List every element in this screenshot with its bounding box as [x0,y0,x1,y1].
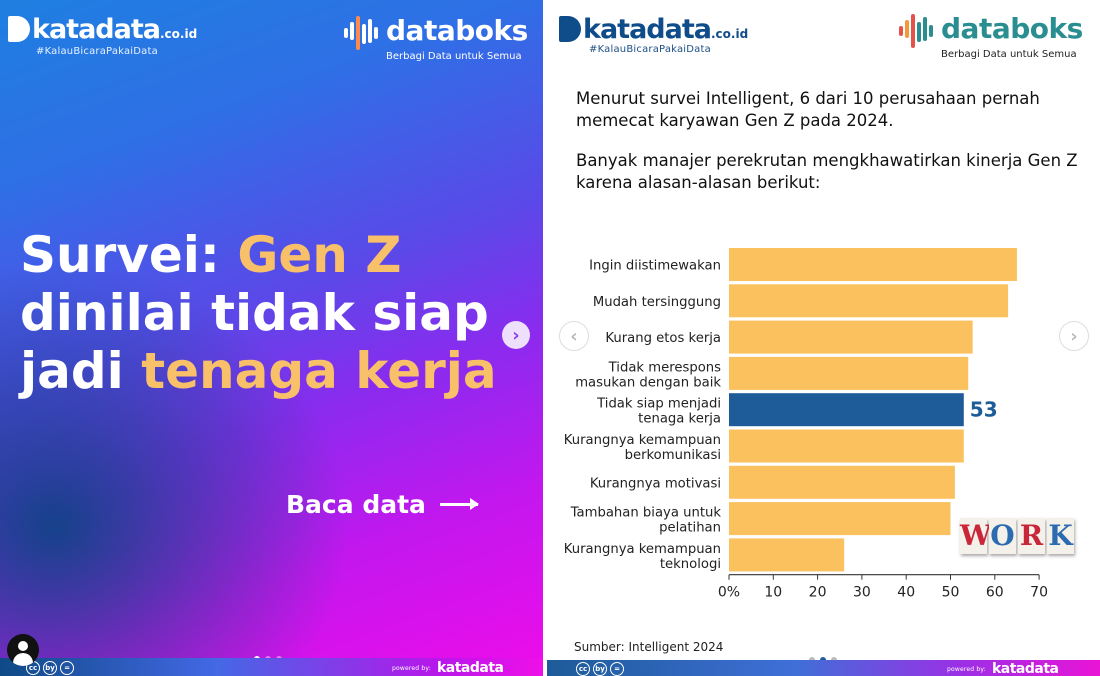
prev-slide-button[interactable]: ‹ [559,321,589,351]
work-letter: O [989,518,1016,554]
databoks-tagline: Berbagi Data untuk Semua [386,51,522,62]
license-icons: cc by = [26,661,74,675]
intro-paragraph: Banyak manajer perekrutan mengkhawatirka… [576,151,1078,192]
slide-gap [543,0,547,676]
katadata-d-icon [8,16,30,42]
work-letter: W [960,518,992,554]
bar [729,356,969,390]
work-letter: K [1047,518,1074,554]
katadata-logo-text: katadata [583,14,712,45]
databoks-logo-text: databoks [386,14,528,47]
work-letters-decoration: W O R K [960,518,1074,554]
x-tick-label: 20 [809,585,827,601]
headline-part: jadi [20,342,142,400]
footer-bar [0,658,543,676]
katadata-logo: katadata.co.id [559,14,748,45]
powered-by-brand: katadata [436,660,504,676]
x-tick-label: 40 [897,585,915,601]
bar [729,502,951,536]
bar [729,284,1009,318]
bar [729,429,964,463]
category-label: Tambahan biaya untuk pelatihan [570,506,722,536]
databoks-bars-icon [899,14,937,48]
intro-paragraph: Menurut survei Intelligent, 6 dari 10 pe… [576,89,1040,130]
chevron-left-icon: ‹ [570,325,578,347]
katadata-d-icon [559,16,581,42]
arrow-right-icon [439,498,479,510]
bar [729,465,955,499]
by-icon: by [593,662,607,676]
bar-chart: Ingin diistimewakan Mudah tersinggung Kura… [564,248,1048,601]
bar [729,248,1017,281]
powered-by: powered by: katadata [392,660,504,676]
katadata-logo: katadata.co.id [8,14,197,45]
x-tick-label: 70 [1030,585,1048,601]
katadata-domain: .co.id [710,27,749,41]
license-icons: cc by = [576,662,624,676]
katadata-domain: .co.id [159,27,198,41]
bar [729,393,964,427]
category-label: Ingin diistimewakan [589,259,721,274]
headline-accent: tenaga kerja [141,342,497,400]
category-label: Kurangnya kemampuan berkomunikasi [564,433,721,463]
chevron-right-icon: › [512,324,520,346]
source-note: Sumber: Intelligent 2024 [574,640,724,654]
headline-part: dinilai tidak siap [20,284,489,342]
databoks-logo-text: databoks [941,12,1083,45]
read-data-link[interactable]: Baca data [286,490,479,519]
databoks-tagline: Berbagi Data untuk Semua [941,49,1077,60]
category-label: Kurangnya motivasi [590,476,721,491]
intro-text: Menurut survei Intelligent, 6 dari 10 pe… [576,88,1086,212]
powered-by: powered by: katadata [947,661,1059,676]
x-tick-label: 60 [986,585,1004,601]
powered-by-brand: katadata [991,661,1059,676]
headline-part: Survei: [20,226,238,284]
databoks-logo: databoks [344,16,528,50]
x-tick-label: 10 [764,585,782,601]
nd-icon: = [60,661,74,675]
footer-bar [547,660,1100,676]
x-tick-label: 50 [942,585,960,601]
x-tick-label: 30 [853,585,871,601]
cc-icon: cc [576,662,590,676]
databoks-logo: databoks [899,14,1083,48]
chevron-right-icon: › [1070,325,1078,347]
katadata-logo-text: katadata [32,14,161,45]
katadata-tagline: #KalauBicaraPakaiData [36,46,158,57]
nd-icon: = [610,662,624,676]
category-label: Kurangnya kemampuan teknologi [564,542,721,572]
work-letter: R [1018,518,1045,554]
category-label: Tidak merespons masukan dengan baik [575,360,721,390]
slide-chart: katadata.co.id #KalauBicaraPakaiData dat… [547,0,1100,676]
powered-by-label: powered by: [392,664,431,672]
read-data-label: Baca data [286,490,426,519]
category-label: Kurang etos kerja [605,331,721,346]
category-label: Mudah tersinggung [593,295,721,310]
next-slide-button[interactable]: › [502,321,530,349]
x-tick-label: 0% [718,585,740,601]
by-icon: by [43,661,57,675]
katadata-tagline: #KalauBicaraPakaiData [589,44,711,55]
next-slide-button[interactable]: › [1059,321,1089,351]
category-label: Tidak siap menjadi tenaga kerja [596,397,721,427]
databoks-bars-icon [344,16,382,50]
user-avatar-icon[interactable] [7,634,39,666]
headline-accent: Gen Z [237,226,402,284]
bar [729,538,845,572]
bar [729,320,973,354]
cover-headline: Survei: Gen Z dinilai tidak siap jadi te… [20,226,520,400]
data-label: 53 [970,398,998,422]
slide-cover: katadata.co.id #KalauBicaraPakaiData dat… [0,0,543,676]
powered-by-label: powered by: [947,665,986,673]
